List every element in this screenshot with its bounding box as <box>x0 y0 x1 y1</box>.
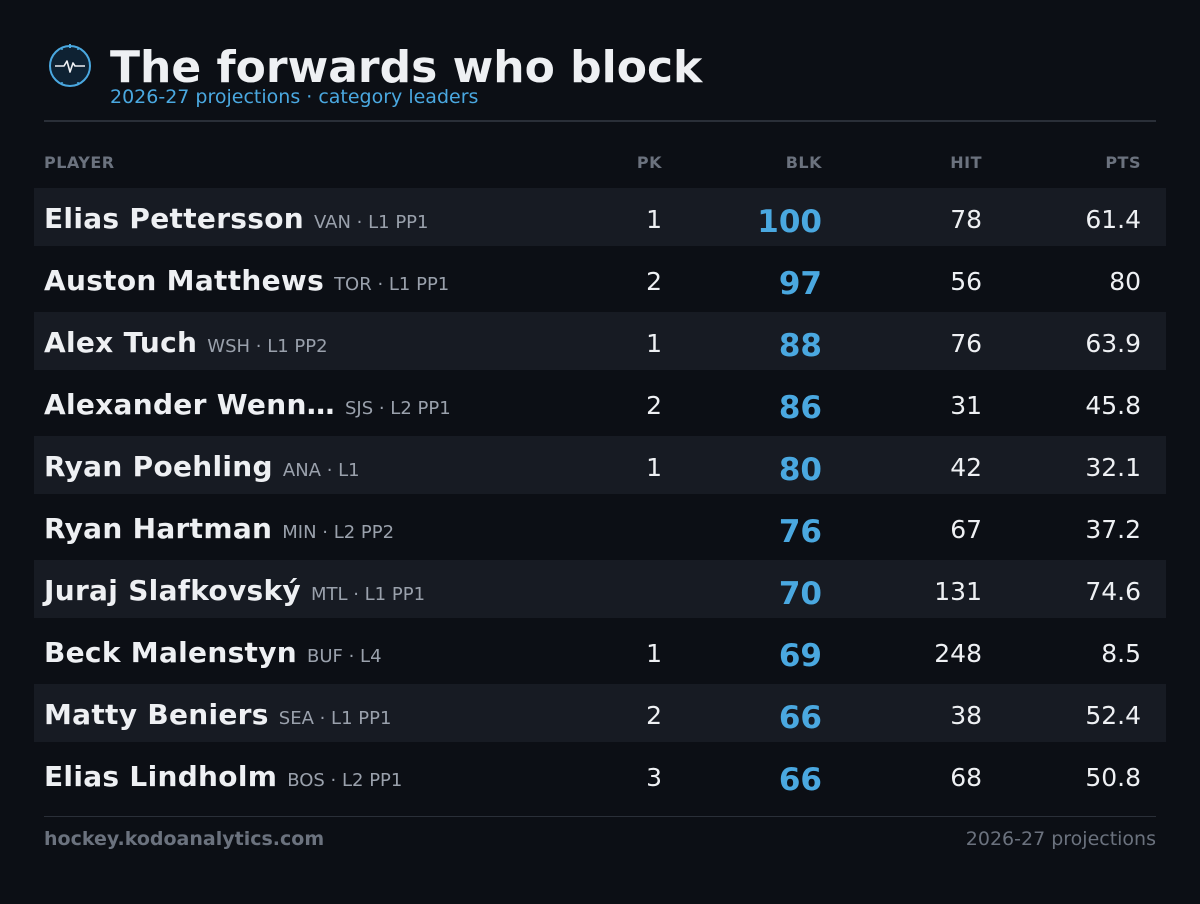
player-name: Auston Matthews <box>44 264 325 297</box>
table-row: Ryan Poehling ANA · L1 1 80 42 32.1 <box>34 436 1166 494</box>
hit-value: 31 <box>950 391 982 420</box>
player-meta: TOR · L1 PP1 <box>334 274 450 295</box>
puck-heartbeat-icon <box>49 44 91 87</box>
player-cell: Alex Tuch WSH · L1 PP2 <box>44 312 564 370</box>
hit-value: 38 <box>950 701 982 730</box>
pts-value: 45.8 <box>1085 391 1141 420</box>
player-name: Matty Beniers <box>44 698 269 731</box>
pts-value: 32.1 <box>1085 453 1141 482</box>
table-row: Elias Lindholm BOS · L2 PP1 3 66 68 50.8 <box>34 746 1166 804</box>
player-cell: Alexander Wenn… SJS · L2 PP1 <box>44 374 564 432</box>
hit-value: 42 <box>950 453 982 482</box>
column-header-blk: BLK <box>785 153 822 172</box>
player-name: Alexander Wenn… <box>44 388 335 421</box>
blk-value: 70 <box>778 576 822 612</box>
pts-value: 80 <box>1109 267 1141 296</box>
player-meta: WSH · L1 PP2 <box>207 336 328 357</box>
blk-value: 66 <box>778 700 822 736</box>
footer-note: 2026-27 projections <box>965 828 1156 850</box>
hit-value: 248 <box>934 639 982 668</box>
blk-value: 88 <box>778 328 822 364</box>
footer-site-link[interactable]: hockey.kodoanalytics.com <box>44 828 325 850</box>
player-meta: BUF · L4 <box>307 646 382 667</box>
player-cell: Beck Malenstyn BUF · L4 <box>44 622 564 680</box>
pk-value: 2 <box>646 391 662 420</box>
player-name: Beck Malenstyn <box>44 636 298 669</box>
player-cell: Auston Matthews TOR · L1 PP1 <box>44 250 564 308</box>
pts-value: 61.4 <box>1085 205 1141 234</box>
table-body: Elias Pettersson VAN · L1 PP1 1 100 78 61… <box>34 188 1166 808</box>
player-cell: Ryan Hartman MIN · L2 PP2 <box>44 498 564 556</box>
blk-value: 69 <box>778 638 822 674</box>
player-meta: ANA · L1 <box>282 460 360 481</box>
pk-value: 1 <box>646 205 662 234</box>
footer-divider <box>44 816 1156 817</box>
player-name: Juraj Slafkovský <box>44 574 301 607</box>
pk-value: 2 <box>646 701 662 730</box>
table-row: Beck Malenstyn BUF · L4 1 69 248 8.5 <box>34 622 1166 680</box>
header-divider <box>44 120 1156 122</box>
player-cell: Matty Beniers SEA · L1 PP1 <box>44 684 564 742</box>
hit-value: 76 <box>950 329 982 358</box>
player-meta: VAN · L1 PP1 <box>314 212 429 233</box>
player-cell: Elias Lindholm BOS · L2 PP1 <box>44 746 564 804</box>
player-name: Alex Tuch <box>44 326 198 359</box>
hit-value: 56 <box>950 267 982 296</box>
table-row: Auston Matthews TOR · L1 PP1 2 97 56 80 <box>34 250 1166 308</box>
pts-value: 37.2 <box>1085 515 1141 544</box>
header: The forwards who block 2026-27 projectio… <box>44 40 1156 122</box>
player-meta: SJS · L2 PP1 <box>344 398 451 419</box>
pts-value: 74.6 <box>1085 577 1141 606</box>
player-name: Elias Pettersson <box>44 202 305 235</box>
pk-value: 3 <box>646 763 662 792</box>
pts-value: 52.4 <box>1085 701 1141 730</box>
pk-value: 1 <box>646 453 662 482</box>
hit-value: 68 <box>950 763 982 792</box>
page-subtitle: 2026-27 projections · category leaders <box>110 86 479 108</box>
table-row: Matty Beniers SEA · L1 PP1 2 66 38 52.4 <box>34 684 1166 742</box>
table-row: Elias Pettersson VAN · L1 PP1 1 100 78 61… <box>34 188 1166 246</box>
column-header-player: PLAYER <box>44 153 115 172</box>
player-meta: MTL · L1 PP1 <box>310 584 426 605</box>
player-name: Elias Lindholm <box>44 760 278 793</box>
player-cell: Ryan Poehling ANA · L1 <box>44 436 564 494</box>
table-row: Alex Tuch WSH · L1 PP2 1 88 76 63.9 <box>34 312 1166 370</box>
blk-value: 80 <box>778 452 822 488</box>
column-header-pk: PK <box>636 153 662 172</box>
table-row: Juraj Slafkovský MTL · L1 PP1 70 131 74.6 <box>34 560 1166 618</box>
blk-value: 86 <box>778 390 822 426</box>
player-meta: BOS · L2 PP1 <box>287 770 403 791</box>
hit-value: 131 <box>934 577 982 606</box>
player-meta: MIN · L2 PP2 <box>282 522 395 543</box>
column-header-pts: PTS <box>1105 153 1141 172</box>
table-header: PLAYER PK BLK HIT PTS <box>34 150 1166 176</box>
column-header-hit: HIT <box>950 153 982 172</box>
hit-value: 78 <box>950 205 982 234</box>
blk-value: 100 <box>757 204 822 240</box>
blk-value: 66 <box>778 762 822 798</box>
pk-value: 1 <box>646 639 662 668</box>
player-cell: Juraj Slafkovský MTL · L1 PP1 <box>44 560 564 618</box>
blk-value: 76 <box>778 514 822 550</box>
blk-value: 97 <box>778 266 822 302</box>
pts-value: 50.8 <box>1085 763 1141 792</box>
table-row: Ryan Hartman MIN · L2 PP2 76 67 37.2 <box>34 498 1166 556</box>
table-row: Alexander Wenn… SJS · L2 PP1 2 86 31 45.8 <box>34 374 1166 432</box>
pk-value: 1 <box>646 329 662 358</box>
player-meta: SEA · L1 PP1 <box>278 708 392 729</box>
page-title: The forwards who block <box>110 42 703 93</box>
pts-value: 8.5 <box>1101 639 1141 668</box>
player-name: Ryan Hartman <box>44 512 273 545</box>
player-name: Ryan Poehling <box>44 450 273 483</box>
pk-value: 2 <box>646 267 662 296</box>
pts-value: 63.9 <box>1085 329 1141 358</box>
hit-value: 67 <box>950 515 982 544</box>
player-cell: Elias Pettersson VAN · L1 PP1 <box>44 188 564 246</box>
